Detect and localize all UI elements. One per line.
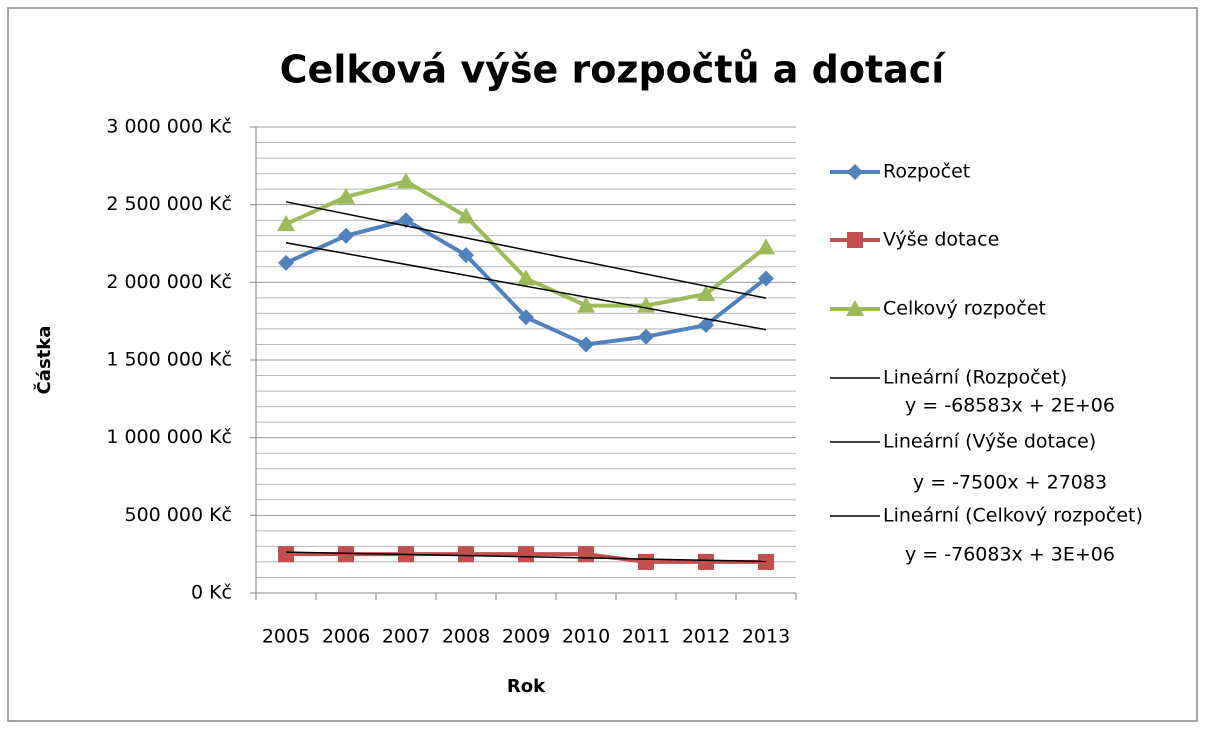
y-tick-label: 0 Kč [191,582,232,604]
legend-marker [847,232,863,248]
y-tick-label: 2 500 000 Kč [106,193,232,215]
point [277,215,295,232]
point [638,553,654,570]
point [578,546,594,563]
trendline-equation: y = -76083x + 3E+06 [905,544,1115,566]
y-tick-label: 3 000 000 Kč [106,116,232,138]
x-tick-label: 2005 [262,626,310,648]
point [697,284,715,301]
x-tick-label: 2011 [622,626,670,648]
point [457,207,475,224]
chart-title: Celková výše rozpočtů a dotací [280,48,947,92]
legend-marker [846,300,864,316]
x-tick-label: 2006 [322,626,370,648]
trendline [285,551,767,563]
legend-label: Lineární (Výše dotace) [883,431,1096,453]
trendline-equation: y = -68583x + 2E+06 [905,395,1115,417]
point [758,553,774,570]
y-tick-label: 1 500 000 Kč [106,349,232,371]
y-axis-title: Částka [33,326,55,395]
x-tick-label: 2013 [742,626,790,648]
point [638,328,654,345]
x-tick-label: 2007 [382,626,430,648]
legend-label: Celkový rozpočet [883,298,1046,320]
point [458,247,474,264]
point [518,309,534,326]
y-tick-label: 2 000 000 Kč [106,271,232,293]
point [698,553,714,570]
legend-label: Rozpočet [883,161,970,183]
x-axis-title: Rok [507,676,546,697]
point [518,546,534,563]
trendline [285,201,767,299]
y-tick-label: 1 000 000 Kč [106,426,232,448]
point [278,254,294,271]
legend-label: Lineární (Celkový rozpočet) [883,505,1143,527]
point [757,238,775,255]
trendline-equation: y = -7500x + 27083 [913,472,1107,494]
legend-marker [847,164,863,180]
point [397,172,415,189]
x-tick-label: 2008 [442,626,490,648]
x-tick-label: 2010 [562,626,610,648]
trendline [285,241,767,331]
point [698,317,714,334]
point [758,270,774,287]
point [337,187,355,204]
x-tick-label: 2012 [682,626,730,648]
point [338,546,354,563]
point [577,296,595,313]
point [398,212,414,229]
legend-label: Výše dotace [883,229,999,251]
point [578,336,594,353]
point [458,546,474,563]
y-tick-label: 500 000 Kč [124,504,232,526]
legend-label: Lineární (Rozpočet) [883,367,1067,389]
x-tick-label: 2009 [502,626,550,648]
point [517,269,535,286]
point [338,227,354,244]
point [278,546,294,563]
